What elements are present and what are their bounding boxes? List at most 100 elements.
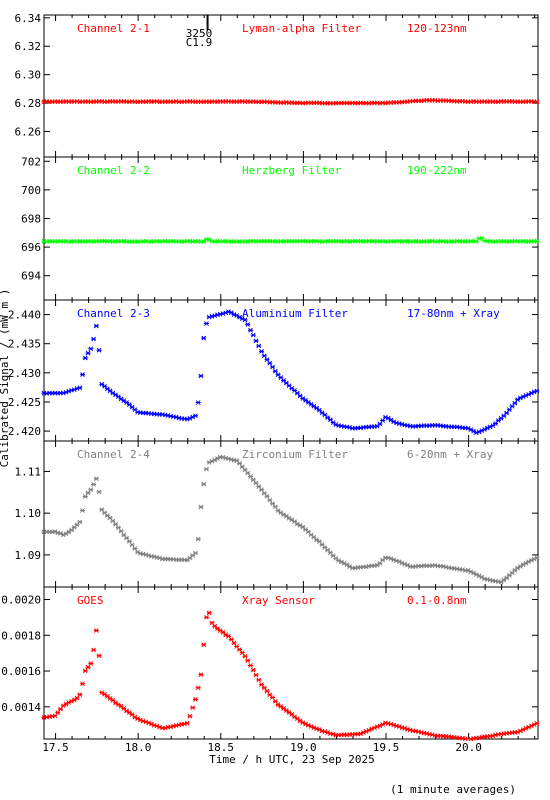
- data-point: [96, 489, 102, 495]
- data-point: [96, 347, 102, 353]
- data-point: [77, 692, 83, 697]
- data-point: [58, 706, 64, 712]
- data-point: [231, 640, 237, 646]
- data-point: [80, 681, 86, 687]
- data-point: [129, 542, 135, 548]
- data-point: [270, 364, 276, 370]
- data-point: [344, 562, 350, 568]
- data-point: [261, 353, 267, 359]
- flare-label-1: 3250: [186, 27, 213, 40]
- data-point: [267, 497, 273, 503]
- data-point: [198, 672, 204, 678]
- data-point: [237, 461, 243, 466]
- flare-label-2: C1.9: [186, 36, 213, 49]
- series-markers: [41, 454, 540, 585]
- data-point: [267, 360, 273, 366]
- data-point: [534, 99, 540, 105]
- data-point: [113, 392, 119, 398]
- filter-label: Xray Sensor: [242, 594, 315, 607]
- y-tick-label: 698: [21, 212, 41, 225]
- data-point: [85, 664, 91, 670]
- panel-frame: [43, 299, 539, 442]
- data-point: [124, 535, 130, 541]
- data-point: [126, 539, 132, 544]
- data-point: [82, 494, 88, 499]
- y-tick-label: 6.28: [15, 97, 42, 110]
- panels: 6.26 6.28 6.30 6.32 6.34 Channel 2-1 Lyman-alp…: [1, 12, 540, 754]
- data-point: [234, 644, 240, 649]
- y-tick-label: 6.30: [15, 69, 42, 82]
- averaging-note: (1 minute averages): [390, 783, 516, 796]
- data-point: [377, 421, 383, 427]
- data-point: [201, 642, 207, 648]
- data-point: [192, 550, 198, 556]
- data-point: [118, 396, 124, 402]
- data-point: [242, 467, 248, 473]
- data-point: [261, 685, 267, 691]
- panel-frame: [43, 586, 539, 740]
- data-point: [93, 628, 99, 633]
- data-point: [297, 718, 303, 724]
- data-point: [330, 420, 336, 425]
- data-point: [192, 696, 198, 702]
- data-point: [250, 667, 256, 673]
- data-point: [132, 546, 138, 551]
- data-point: [303, 398, 309, 403]
- data-point: [52, 713, 58, 719]
- data-point: [380, 418, 386, 423]
- data-point: [534, 721, 540, 726]
- data-point: [509, 403, 515, 409]
- data-point: [195, 536, 201, 542]
- data-point: [264, 357, 270, 362]
- data-point: [278, 704, 284, 709]
- data-point: [93, 323, 99, 329]
- data-point: [74, 695, 80, 701]
- data-point: [102, 691, 108, 697]
- data-point: [91, 336, 97, 342]
- data-point: [77, 519, 83, 525]
- data-point: [462, 736, 468, 742]
- data-point: [80, 508, 86, 513]
- band-label: 0.1-0.8nm: [407, 594, 467, 607]
- data-point: [192, 413, 198, 419]
- data-point: [374, 562, 380, 568]
- x-tick-label: 18.0: [125, 741, 152, 754]
- data-point: [195, 685, 201, 691]
- data-point: [201, 481, 207, 487]
- band-label: 17-80nm + Xray: [407, 307, 500, 320]
- data-point: [187, 713, 193, 719]
- data-point: [217, 628, 223, 633]
- data-point: [228, 310, 234, 315]
- data-point: [256, 677, 262, 683]
- data-point: [305, 400, 311, 405]
- data-point: [126, 710, 132, 715]
- data-point: [242, 653, 248, 659]
- panel-frame: [43, 440, 539, 588]
- series-markers: [41, 309, 540, 436]
- data-point: [534, 555, 540, 561]
- data-point: [113, 521, 119, 527]
- data-point: [250, 332, 256, 338]
- data-point: [377, 560, 383, 566]
- filter-label: Lyman-alpha Filter: [242, 22, 362, 35]
- data-point: [300, 396, 306, 401]
- data-point: [184, 720, 190, 726]
- y-tick-label: 0.0020: [1, 594, 41, 607]
- data-point: [504, 410, 510, 416]
- data-point: [245, 470, 251, 476]
- data-point: [214, 626, 220, 631]
- data-point: [292, 714, 298, 720]
- filter-label: Aluminium Filter: [242, 307, 348, 320]
- y-tick-label: 0.0016: [1, 665, 41, 678]
- data-point: [314, 537, 320, 543]
- data-point: [77, 385, 83, 391]
- data-point: [104, 693, 110, 699]
- data-point: [71, 697, 77, 703]
- data-point: [242, 317, 248, 323]
- data-point: [308, 401, 314, 407]
- data-point: [82, 668, 88, 674]
- data-point: [66, 529, 72, 535]
- data-point: [85, 490, 91, 496]
- data-point: [198, 504, 204, 510]
- data-point: [107, 695, 113, 701]
